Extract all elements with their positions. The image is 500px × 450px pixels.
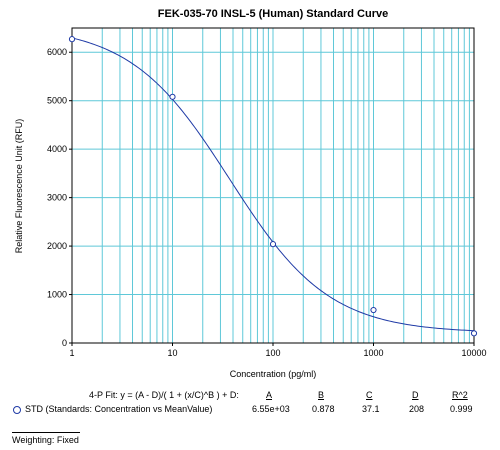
y-tick-label: 0: [62, 338, 67, 348]
y-tick-label: 2000: [47, 241, 67, 251]
legend-entry: STD (Standards: Concentration vs MeanVal…: [25, 404, 213, 414]
y-tick-label: 1000: [47, 290, 67, 300]
x-axis-ticks: 1 10 100 1000 10000: [69, 343, 487, 358]
standard-curve-chart: FEK-035-70 INSL-5 (Human) Standard Curve…: [14, 8, 487, 379]
param-header-a: A: [266, 390, 273, 400]
y-tick-label: 6000: [47, 47, 67, 57]
data-point: [370, 306, 377, 314]
weighting-label: Weighting: Fixed: [12, 435, 79, 445]
x-tick-label: 100: [265, 348, 280, 358]
x-tick-label: 1: [69, 348, 74, 358]
param-value-c: 37.1: [362, 404, 380, 414]
param-header-b: B: [318, 390, 325, 400]
legend-marker: [13, 406, 21, 414]
y-tick-label: 5000: [47, 96, 67, 106]
chart-title: FEK-035-70 INSL-5 (Human) Standard Curve: [158, 8, 388, 20]
fit-equation: 4-P Fit: y = (A - D)/( 1 + (x/C)^B ) + D…: [89, 390, 239, 400]
vertical-grid: [101, 28, 470, 343]
param-value-a: 6.55e+03: [252, 404, 290, 414]
data-point: [470, 330, 478, 337]
x-axis-label: Concentration (pg/ml): [230, 369, 317, 379]
param-header-r2: R^2: [452, 390, 468, 400]
weighting-divider: [12, 432, 80, 433]
data-points: [68, 36, 478, 337]
x-tick-label: 10000: [461, 348, 486, 358]
y-axis-ticks: 0 1000 2000 3000 4000 5000 6000: [47, 47, 72, 348]
data-point: [68, 36, 76, 43]
param-header-d: D: [412, 390, 419, 400]
y-axis-label: Relative Fluorescence Unit (RFU): [14, 119, 24, 254]
x-tick-label: 1000: [363, 348, 383, 358]
param-header-c: C: [366, 390, 373, 400]
x-tick-label: 10: [167, 348, 177, 358]
y-tick-label: 4000: [47, 144, 67, 154]
y-tick-label: 3000: [47, 193, 67, 203]
data-point: [169, 93, 176, 100]
param-value-r2: 0.999: [450, 404, 473, 414]
data-point: [269, 241, 277, 248]
param-value-b: 0.878: [312, 404, 335, 414]
param-value-d: 208: [409, 404, 425, 414]
